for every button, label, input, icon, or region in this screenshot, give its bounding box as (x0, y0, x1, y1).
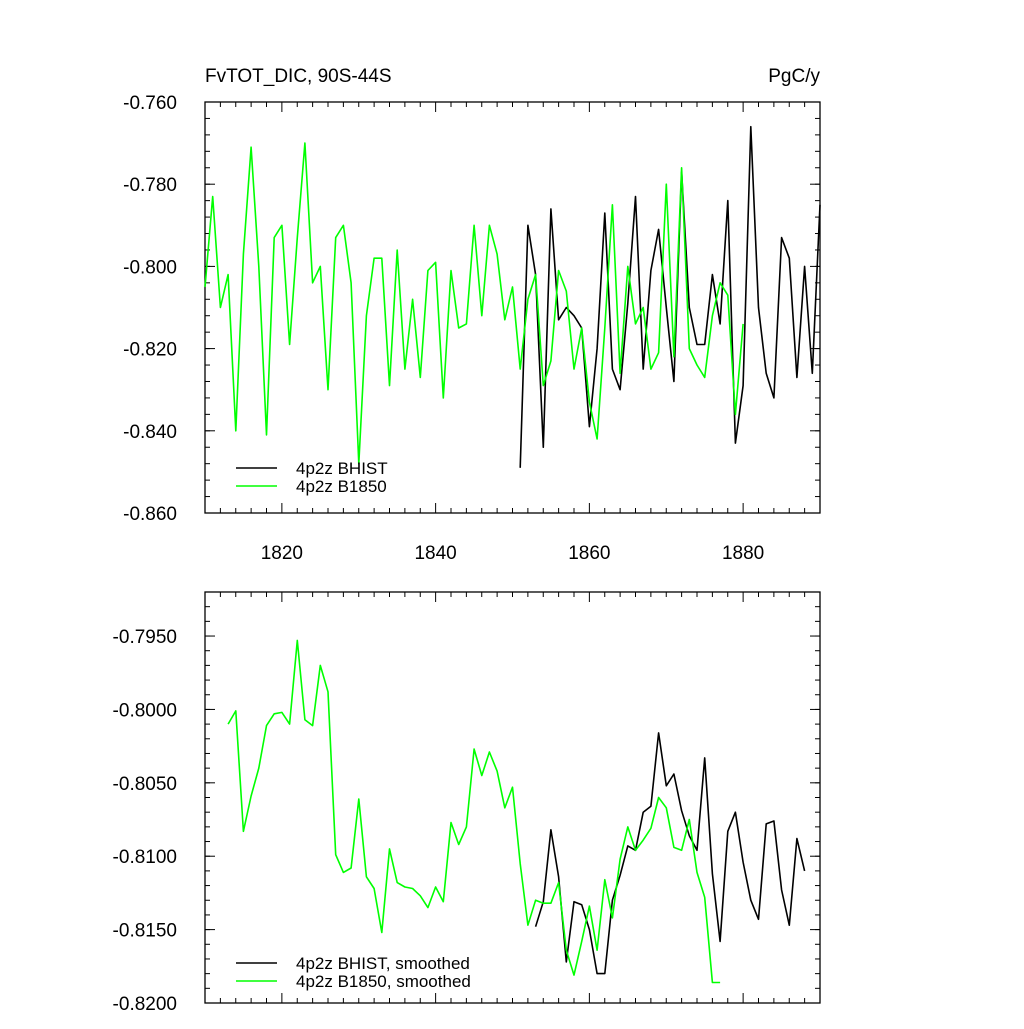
legend-label: 4p2z B1850, smoothed (296, 972, 471, 991)
y-tick-label: -0.8050 (113, 774, 177, 795)
x-tick-label: 1880 (722, 543, 764, 564)
legend-label: 4p2z BHIST (296, 459, 388, 478)
series-line-2 (204, 142, 744, 465)
plot-frame (204, 591, 821, 1004)
units-label: PgC/y (768, 66, 820, 87)
x-tick-label: 1840 (414, 543, 456, 564)
y-tick-label: -0.860 (123, 504, 177, 525)
y-tick-label: -0.800 (123, 257, 177, 278)
y-tick-label: -0.7950 (113, 627, 177, 648)
panel-1: -0.760 -0.780 -0.800 -0.820 -0.840 -0.860 1820… (123, 66, 821, 564)
series-line-2 (227, 639, 721, 984)
y-tick-label: -0.8000 (113, 700, 177, 721)
y-tick-label: -0.820 (123, 340, 177, 361)
y-tick-label: -0.8150 (113, 921, 177, 942)
chart-title: FvTOT_DIC, 90S-44S (205, 66, 392, 87)
y-tick-label: -0.8100 (113, 847, 177, 868)
legend-label: 4p2z BHIST, smoothed (296, 954, 470, 973)
series-line-1 (519, 125, 821, 468)
x-tick-label: 1820 (261, 543, 303, 564)
y-tick-label: -0.760 (123, 93, 177, 114)
legend-label: 4p2z B1850 (296, 477, 387, 496)
x-tick-label: 1860 (568, 543, 610, 564)
y-tick-label: -0.780 (123, 175, 177, 196)
y-tick-label: -0.8200 (113, 994, 177, 1015)
series-line-1 (534, 732, 806, 975)
y-tick-label: -0.840 (123, 422, 177, 443)
panel-2: -0.7950 -0.8000 -0.8050 -0.8100 -0.8150 -0.82… (113, 591, 821, 1015)
plot-frame (204, 101, 821, 514)
